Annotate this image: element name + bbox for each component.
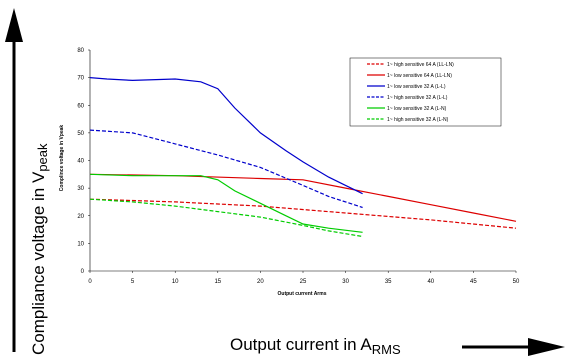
series-line	[89, 198, 517, 229]
outer-y-axis-label: Compliance voltage in Vpeak	[29, 143, 50, 355]
x-tick-label: 40	[427, 279, 434, 285]
outer-y-axis: Compliance voltage in Vpeak	[5, 8, 50, 355]
series-line	[89, 198, 363, 238]
legend-label: 1~ high sensitive 64 A (LL-LN)	[387, 62, 454, 68]
series-line	[89, 173, 517, 222]
y-tick-label: 20	[77, 214, 84, 220]
y-tick-label: 40	[77, 159, 84, 165]
legend-label: 1~ low sensitive 64 A (LL-LN)	[387, 73, 452, 79]
x-tick-label: 20	[257, 279, 264, 285]
chart-ticks: 0 5 10 15 20 25 30 35 40 45 50 0 10 20 30 40 50 60 70 80	[77, 48, 520, 285]
chart-legend: 1~ high sensitive 64 A (LL-LN) 1~ low sen…	[349, 57, 502, 127]
x-tick-label: 10	[172, 279, 179, 285]
series-line	[89, 77, 363, 195]
y-tick-label: 30	[77, 186, 84, 192]
outer-x-arrowhead-icon	[528, 338, 565, 356]
legend-label: 1~ low sensitive 32 A (L-N)	[387, 106, 447, 112]
x-tick-label: 45	[470, 279, 477, 285]
inner-x-axis-label: Output current Arms	[278, 291, 327, 297]
legend-box	[349, 57, 502, 127]
inner-y-axis-label: Complince voltage in Vpeak	[59, 125, 65, 192]
x-tick-label: 5	[131, 279, 135, 285]
outer-x-axis: Output current in ARMS	[230, 335, 565, 357]
series-line	[89, 129, 363, 209]
legend-label: 1~ high sensitive 32 A (L-L)	[387, 95, 448, 101]
y-tick-label: 70	[77, 76, 84, 82]
x-tick-label: 50	[513, 279, 520, 285]
y-tick-label: 60	[77, 103, 84, 109]
legend-label: 1~ low sensitive 32 A (L-L)	[387, 84, 446, 90]
y-tick-label: 50	[77, 131, 84, 137]
outer-x-axis-label: Output current in ARMS	[230, 335, 401, 357]
series-line	[89, 173, 363, 233]
outer-y-arrowhead-icon	[5, 8, 23, 42]
x-tick-label: 30	[342, 279, 349, 285]
x-tick-label: 25	[300, 279, 307, 285]
y-tick-label: 0	[81, 269, 85, 275]
y-tick-label: 10	[77, 241, 84, 247]
chart-series	[89, 77, 517, 238]
x-tick-label: 15	[214, 279, 221, 285]
x-tick-label: 0	[88, 279, 92, 285]
legend-label: 1~ high sensitive 32 A (L-N)	[387, 117, 449, 123]
x-tick-label: 35	[385, 279, 392, 285]
y-tick-label: 80	[77, 48, 84, 54]
